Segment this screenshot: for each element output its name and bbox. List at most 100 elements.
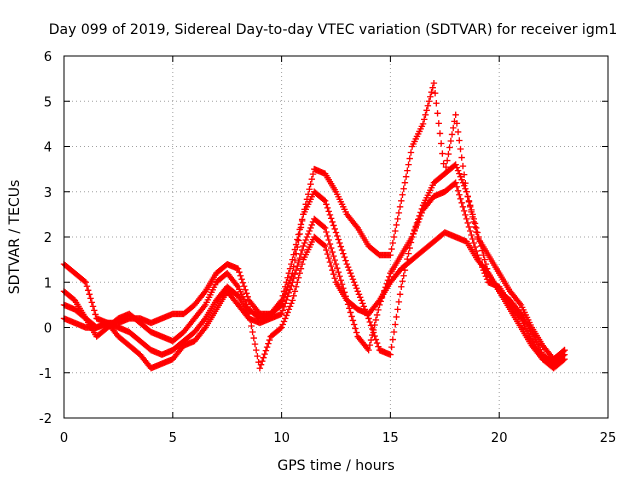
data-point	[284, 293, 291, 300]
data-point	[285, 270, 293, 277]
y-tick-label: 0	[44, 322, 52, 337]
data-point	[456, 137, 463, 144]
data-point	[242, 286, 249, 293]
data-point	[448, 131, 456, 138]
data-point	[366, 318, 374, 326]
data-point	[329, 266, 336, 274]
data-point	[419, 120, 427, 128]
x-tick-label: 10	[273, 431, 290, 446]
data-point	[243, 290, 250, 297]
data-point	[396, 203, 404, 211]
data-point	[429, 84, 436, 91]
data-point	[454, 167, 462, 174]
data-point	[452, 111, 459, 119]
data-point	[470, 239, 478, 247]
data-point	[320, 196, 328, 203]
data-point	[465, 223, 473, 231]
data-point	[277, 325, 284, 332]
data-point	[406, 155, 413, 162]
data-point	[369, 325, 376, 333]
data-point	[334, 232, 341, 240]
data-point	[332, 229, 340, 236]
data-point	[422, 111, 429, 119]
data-point	[359, 300, 366, 307]
data-point	[248, 322, 255, 330]
data-point	[254, 352, 261, 360]
data-point	[390, 328, 398, 336]
data-point	[323, 246, 330, 254]
data-point	[431, 90, 439, 97]
data-point	[400, 272, 407, 279]
data-point	[253, 346, 260, 354]
data-point	[439, 150, 446, 157]
data-point	[329, 218, 336, 226]
data-point	[466, 202, 474, 209]
data-point	[282, 300, 289, 307]
data-point	[291, 288, 299, 295]
points-layer	[60, 79, 568, 372]
x-tick-label: 0	[60, 431, 68, 446]
data-point	[453, 120, 461, 127]
data-point	[458, 176, 465, 183]
data-point	[387, 351, 394, 358]
data-point	[84, 287, 92, 294]
data-point	[433, 100, 440, 107]
data-point	[320, 241, 328, 249]
data-point	[392, 227, 399, 235]
data-point	[289, 297, 296, 304]
data-point	[336, 273, 343, 280]
data-point	[337, 277, 345, 284]
data-point	[392, 321, 399, 328]
data-point	[366, 341, 374, 349]
data-point	[291, 271, 299, 278]
data-point	[324, 250, 331, 258]
data-point	[259, 357, 266, 365]
data-point	[365, 346, 372, 354]
data-point	[458, 154, 465, 161]
data-point	[278, 324, 285, 331]
data-point	[401, 179, 409, 186]
data-point	[278, 310, 285, 318]
data-point	[257, 361, 265, 368]
data-point	[237, 272, 244, 279]
data-point	[290, 251, 297, 258]
data-point	[347, 309, 354, 316]
data-point	[348, 313, 355, 320]
y-tick-label: -2	[39, 412, 52, 427]
data-point	[330, 222, 337, 229]
data-point	[415, 218, 422, 226]
data-point	[335, 268, 342, 276]
x-tick-label: 25	[600, 431, 617, 446]
data-point	[561, 346, 568, 354]
data-point	[234, 265, 242, 272]
data-point	[250, 334, 257, 342]
data-point	[263, 343, 271, 351]
data-point	[296, 226, 303, 233]
data-point	[447, 137, 455, 145]
data-point	[410, 230, 417, 238]
data-point	[477, 242, 485, 250]
data-point	[308, 175, 316, 183]
data-point	[459, 162, 467, 170]
data-point	[560, 356, 567, 364]
data-point	[334, 264, 341, 272]
data-point	[353, 329, 360, 336]
data-point	[373, 311, 381, 319]
data-point	[321, 224, 329, 232]
data-point	[393, 313, 400, 321]
data-point	[411, 227, 418, 235]
data-point	[297, 221, 305, 228]
data-point	[387, 251, 394, 259]
y-tick-label: 2	[44, 231, 52, 246]
data-point	[349, 276, 357, 283]
data-point	[395, 298, 403, 306]
data-point	[456, 191, 463, 198]
data-point	[466, 227, 474, 235]
x-tick-label: 5	[169, 431, 177, 446]
y-tick-label: -1	[39, 367, 52, 382]
data-point	[371, 321, 378, 329]
data-point	[309, 170, 317, 178]
data-point	[292, 241, 300, 248]
data-point	[307, 181, 314, 188]
